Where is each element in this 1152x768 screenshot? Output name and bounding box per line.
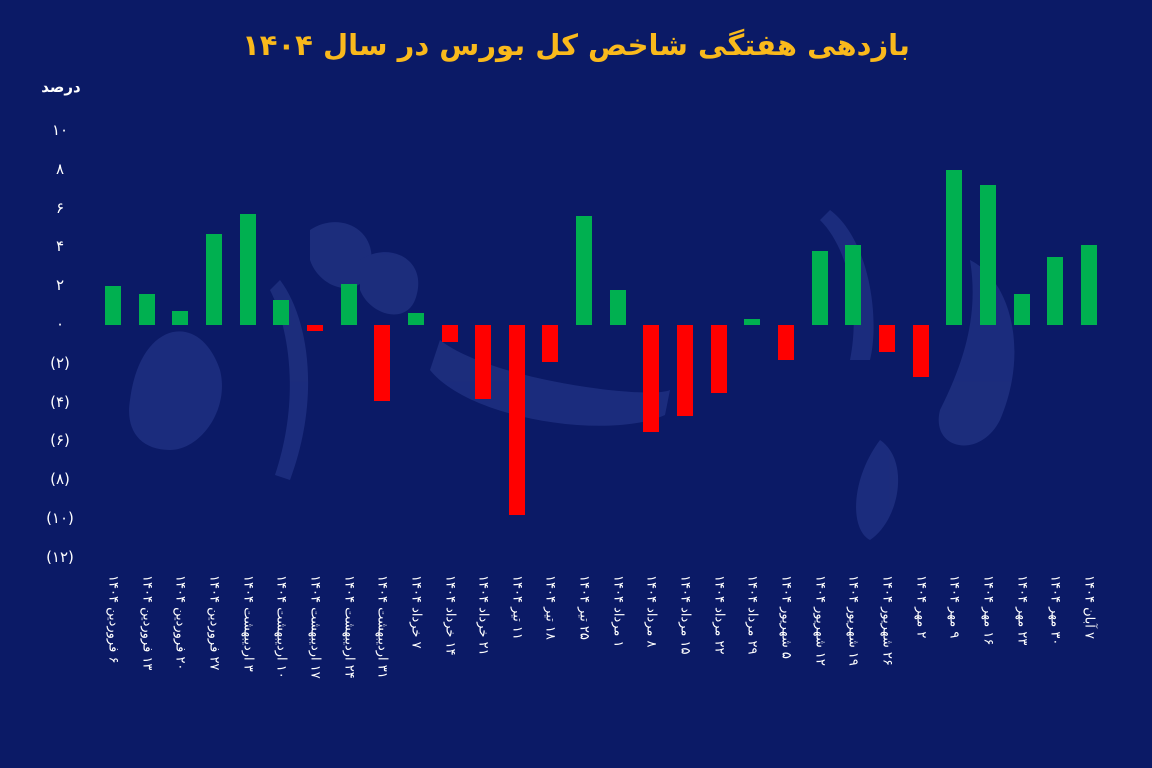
bar-negative — [710, 325, 727, 393]
x-tick-label: ۱۶ مهر ۱۴۰۴ — [980, 575, 996, 646]
bar-positive — [576, 216, 593, 325]
bar-negative — [306, 325, 323, 331]
x-tick-label: ۶ فروردین ۱۴۰۴ — [105, 575, 121, 664]
x-tick-label: ۷ خرداد ۱۴۰۴ — [408, 575, 424, 649]
x-tick-label: ۳۰ مهر ۱۴۰۴ — [1047, 575, 1063, 646]
x-tick-label: ۱ مرداد ۱۴۰۴ — [610, 575, 626, 648]
x-tick-label: ۱۰ اردیبهشت ۱۴۰۴ — [273, 575, 289, 679]
x-tick-label: ۸ مرداد ۱۴۰۴ — [643, 575, 659, 648]
bar-positive — [138, 293, 155, 325]
x-tick-label: ۱۵ مرداد ۱۴۰۴ — [677, 575, 693, 655]
y-tick-label: (۸) — [50, 470, 70, 489]
x-tick-label: ۱۷ اردیبهشت ۱۴۰۴ — [307, 575, 323, 679]
bar-positive — [340, 284, 357, 325]
bar-negative — [441, 325, 458, 343]
x-tick-label: ۳۱ اردیبهشت ۱۴۰۴ — [374, 575, 390, 679]
bar-negative — [912, 325, 929, 378]
y-tick-label: (۱۰) — [46, 509, 74, 527]
y-tick-label: (۱۲) — [46, 547, 74, 566]
y-tick-label: (۴) — [50, 392, 70, 411]
y-tick-label: ۴ — [55, 237, 65, 256]
x-tick-label: ۱۸ تیر ۱۴۰۴ — [542, 575, 558, 640]
x-tick-label: ۲۵ تیر ۱۴۰۴ — [576, 575, 592, 640]
x-tick-label: ۲۷ فروردین ۱۴۰۴ — [206, 575, 222, 671]
x-tick-label: ۱۱ تیر ۱۴۰۴ — [509, 575, 525, 640]
y-tick-label: ۲ — [55, 276, 65, 295]
y-tick-label: ۱۰ — [51, 121, 69, 139]
x-tick-label: ۲۶ شهریور ۱۴۰۴ — [879, 575, 895, 666]
bar-positive — [239, 214, 256, 325]
y-axis-unit-label: درصد — [41, 78, 81, 96]
x-tick-label: ۲۳ مهر ۱۴۰۴ — [1014, 575, 1030, 646]
bar-negative — [508, 325, 525, 516]
x-tick-label: ۱۹ شهریور ۱۴۰۴ — [845, 575, 861, 666]
x-tick-label: ۲۲ مرداد ۱۴۰۴ — [711, 575, 727, 655]
bar-positive — [1013, 293, 1030, 325]
bar-positive — [609, 290, 626, 325]
y-tick-label: ۰ — [55, 315, 65, 333]
bar-positive — [744, 319, 761, 325]
bar-negative — [643, 325, 660, 432]
bar-positive — [1080, 245, 1097, 325]
chart-title: بازدهی هفتگی شاخص کل بورس در سال ۱۴۰۴ — [242, 28, 910, 62]
bar-negative — [677, 325, 694, 417]
x-tick-label: ۱۳ فروردین ۱۴۰۴ — [139, 575, 155, 671]
bar-negative — [778, 325, 794, 360]
bar-negative — [475, 325, 492, 399]
x-tick-label: ۲۹ مرداد ۱۴۰۴ — [744, 575, 760, 655]
x-tick-label: ۲۱ خرداد ۱۴۰۴ — [475, 575, 491, 656]
x-tick-label: ۱۴ خرداد ۱۴۰۴ — [442, 575, 457, 656]
bar-positive — [811, 251, 828, 325]
y-tick-label: (۶) — [50, 431, 70, 450]
bar-positive — [1047, 257, 1064, 325]
bar-positive — [979, 185, 996, 325]
bar-positive — [205, 233, 222, 325]
x-tick-label: ۳ اردیبهشت ۱۴۰۴ — [240, 575, 256, 672]
bar-negative — [374, 325, 391, 401]
bar-positive — [946, 169, 963, 325]
bar-positive — [105, 286, 121, 325]
bar-positive — [407, 313, 424, 325]
y-tick-label: (۲) — [50, 353, 70, 372]
y-tick-label: ۶ — [55, 198, 65, 217]
x-tick-label: ۹ مهر ۱۴۰۴ — [946, 575, 962, 639]
x-tick-label: ۲۴ اردیبهشت ۱۴۰۴ — [341, 575, 357, 679]
bar-negative — [542, 325, 559, 362]
x-tick-label: ۲ مهر ۱۴۰۴ — [913, 575, 929, 639]
x-tick-label: ۲۰ فروردین ۱۴۰۴ — [172, 575, 188, 671]
bar-positive — [273, 299, 290, 325]
bar-positive — [845, 245, 862, 325]
bar-positive — [172, 311, 189, 325]
bar-negative — [878, 325, 895, 353]
x-tick-label: ۷ آبان ۱۴۰۴ — [1081, 575, 1097, 639]
x-tick-label: ۵ شهریور ۱۴۰۴ — [778, 575, 794, 659]
y-tick-label: ۸ — [55, 159, 65, 178]
x-tick-label: ۱۲ شهریور ۱۴۰۴ — [812, 575, 828, 666]
